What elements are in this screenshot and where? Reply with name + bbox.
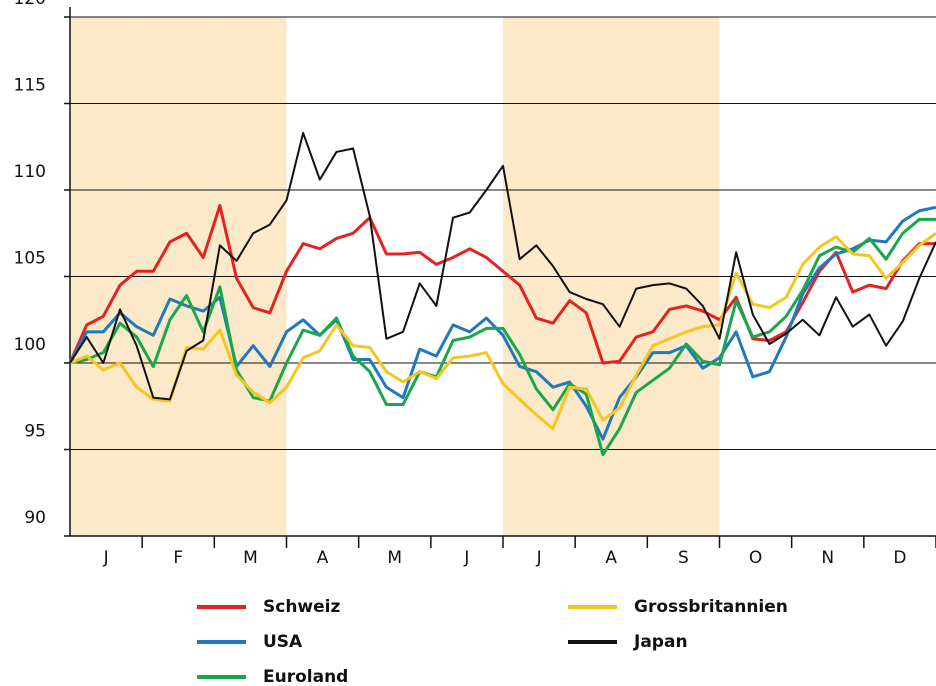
x-tick-label: M [243, 548, 258, 568]
legend-text: Grossbritannien [634, 597, 788, 617]
x-tick-label: D [893, 548, 906, 568]
legend-text: Euroland [263, 667, 348, 686]
x-tick-label: A [605, 548, 617, 568]
x-tick-label: M [387, 548, 402, 568]
series-line [69, 217, 936, 457]
x-tick-label: J [463, 548, 469, 568]
x-tick-label: A [317, 548, 329, 568]
legend-text: USA [263, 632, 303, 652]
y-tick-label: 95 [24, 422, 46, 442]
y-tick-label: 110 [14, 162, 46, 182]
y-tick-label: 115 [14, 76, 46, 96]
y-tick-label: 120 [14, 0, 46, 9]
y-tick-label: 90 [24, 508, 46, 528]
series-line [69, 131, 936, 401]
x-tick-label: J [536, 548, 542, 568]
x-tick-label: J [103, 548, 109, 568]
y-tick-label: 105 [14, 249, 46, 269]
x-tick-label: N [821, 548, 834, 568]
legend-text: Schweiz [263, 597, 340, 617]
x-tick-label: F [173, 548, 183, 568]
y-tick-label: 100 [14, 335, 46, 355]
x-tick-label: O [749, 548, 762, 568]
legend-text: Japan [633, 632, 688, 652]
x-tick-label: S [678, 548, 689, 568]
series-line [69, 232, 936, 431]
